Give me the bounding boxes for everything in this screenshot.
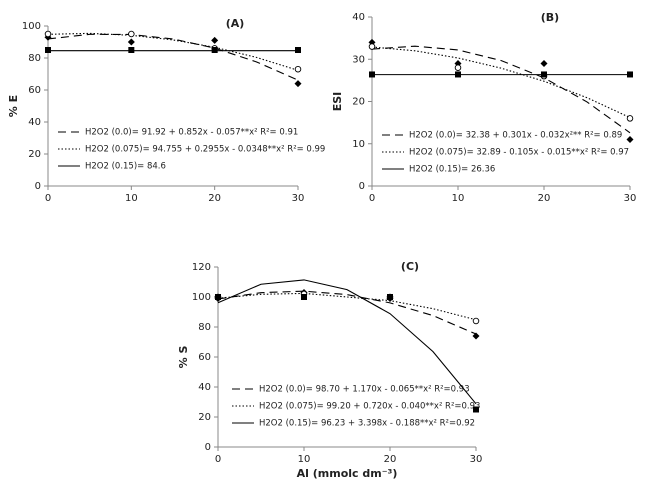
fit-curve	[47, 33, 299, 81]
y-tick-label: 0	[35, 181, 41, 192]
y-tick-label: 100	[192, 292, 211, 303]
y-tick-label: 20	[198, 412, 211, 423]
x-axis-label: Al (mmolc dm⁻³)	[297, 467, 398, 480]
marker	[45, 47, 51, 53]
marker	[472, 317, 480, 325]
marker	[627, 71, 633, 78]
marker	[295, 47, 301, 53]
legend-label: H2O2 (0.075)= 94.755 + 0.2955x - 0.0348*…	[85, 145, 325, 155]
marker	[369, 71, 375, 78]
x-tick-label: 0	[215, 454, 221, 465]
marker	[473, 406, 479, 413]
fit-curve	[47, 32, 299, 71]
x-tick-label: 10	[298, 454, 311, 465]
x-tick-label: 20	[208, 193, 221, 204]
legend-label: H2O2 (0.15)= 26.36	[409, 165, 495, 175]
marker	[454, 64, 462, 71]
x-tick-label: 20	[384, 454, 397, 465]
marker	[211, 36, 219, 44]
y-tick-label: 60	[198, 352, 211, 363]
y-axis-label: % S	[177, 346, 190, 369]
x-tick-label: 30	[624, 193, 637, 204]
y-axis-label: ESI	[331, 92, 344, 112]
y-tick-label: 40	[28, 117, 41, 128]
marker	[294, 65, 302, 73]
y-tick-label: 120	[192, 262, 211, 273]
x-tick-label: 10	[452, 193, 465, 204]
marker	[211, 47, 218, 53]
marker	[44, 30, 52, 38]
x-tick-label: 30	[292, 193, 305, 204]
marker	[472, 332, 480, 340]
y-tick-label: 0	[359, 181, 365, 192]
marker	[368, 43, 376, 50]
marker	[294, 80, 302, 88]
y-tick-label: 60	[28, 85, 41, 96]
marker	[387, 294, 393, 300]
marker	[540, 59, 548, 67]
panel-title: (C)	[401, 260, 419, 273]
panel-title: (A)	[226, 17, 245, 30]
fit-curve	[217, 279, 477, 405]
fit-curve	[371, 45, 631, 134]
y-tick-label: 10	[352, 139, 365, 150]
marker	[128, 47, 135, 53]
y-tick-label: 80	[198, 322, 211, 333]
legend-label: H2O2 (0.0)= 98.70 + 1.170x - 0.065**x² R…	[259, 385, 470, 395]
x-tick-label: 0	[45, 193, 51, 204]
marker	[541, 71, 547, 78]
marker	[127, 38, 135, 46]
marker	[301, 294, 307, 300]
panel-title: (B)	[541, 11, 559, 24]
legend-label: H2O2 (0.0)= 32.38 + 0.301x - 0.032x²** R…	[409, 131, 622, 141]
x-tick-label: 30	[470, 454, 483, 465]
y-tick-label: 20	[28, 149, 41, 160]
legend-label: H2O2 (0.075)= 32.89 - 0.105x - 0.015**x²…	[409, 148, 629, 158]
fit-curve	[371, 46, 631, 119]
fit-curve	[217, 292, 477, 321]
marker	[455, 71, 461, 78]
marker	[626, 115, 634, 122]
y-tick-label: 100	[22, 21, 41, 32]
y-axis-label: % E	[7, 95, 20, 117]
marker	[215, 294, 221, 300]
legend-label: H2O2 (0.0)= 91.92 + 0.852x - 0.057**x² R…	[85, 128, 298, 138]
legend-label: H2O2 (0.15)= 84.6	[85, 162, 166, 172]
x-tick-label: 20	[538, 193, 551, 204]
legend-label: H2O2 (0.15)= 96.23 + 3.398x - 0.188**x² …	[259, 419, 475, 429]
legend-label: H2O2 (0.075)= 99.20 + 0.720x - 0.040**x²…	[259, 402, 480, 412]
x-tick-label: 0	[369, 193, 375, 204]
y-tick-label: 80	[28, 53, 41, 64]
marker	[128, 30, 135, 38]
fit-curve	[217, 290, 477, 335]
y-tick-label: 0	[205, 442, 211, 453]
marker	[626, 136, 634, 144]
y-tick-label: 20	[352, 97, 365, 108]
y-tick-label: 40	[198, 382, 211, 393]
y-tick-label: 30	[352, 54, 365, 65]
x-tick-label: 10	[125, 193, 138, 204]
y-tick-label: 40	[352, 12, 365, 23]
